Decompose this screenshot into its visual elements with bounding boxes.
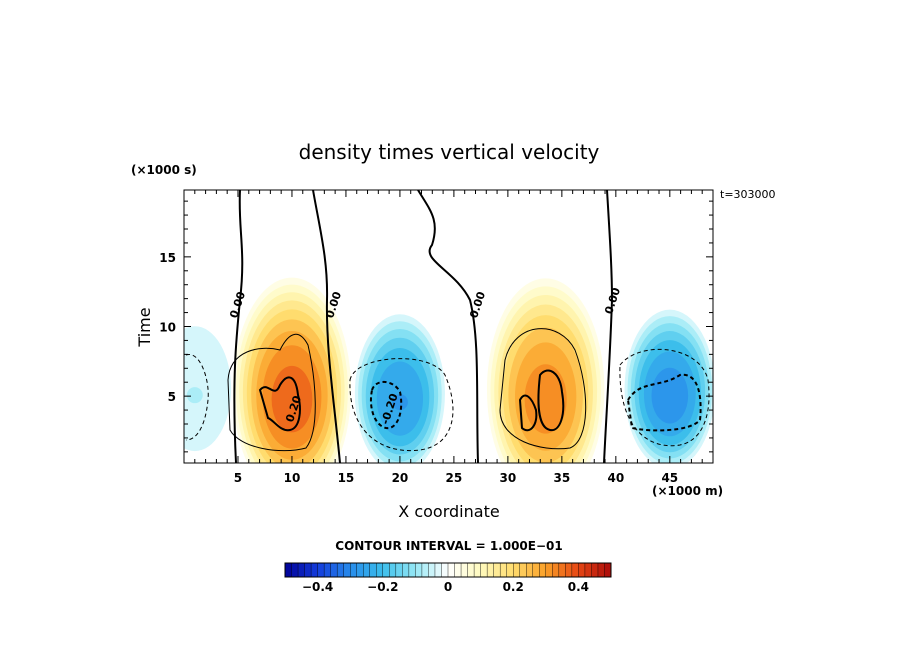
- colorbar-cell: [447, 562, 456, 578]
- field-level-4: [186, 387, 203, 404]
- colorbar-cell: [330, 562, 338, 578]
- field-level-3: [651, 367, 689, 424]
- colorbar-cell: [571, 562, 579, 578]
- colorbar-cell: [584, 562, 592, 578]
- colorbar-cell: [415, 562, 423, 578]
- y-tick-label: 10: [159, 321, 176, 335]
- y-axis-label: Time: [135, 307, 154, 347]
- colorbar-cell: [408, 562, 416, 578]
- x-tick-label: 5: [234, 471, 242, 485]
- colorbar-cell: [363, 562, 371, 578]
- neg-contour-2: [185, 354, 209, 441]
- zero-contour-3: [603, 190, 614, 463]
- colorbar-cell: [539, 562, 547, 578]
- neg-contour-1: [619, 348, 710, 447]
- axis-ticks: 5 10 15 20 25 30 35 40 45 5 10 15: [159, 190, 714, 485]
- colorbar-tick-label: 0.4: [568, 580, 589, 594]
- colorbar-tick-label: −0.4: [302, 580, 333, 594]
- x-tick-label: 20: [392, 471, 409, 485]
- colorbar-cell: [395, 562, 403, 578]
- colorbar-cell: [552, 562, 560, 578]
- colorbar-cell: [350, 562, 358, 578]
- colorbar-cell: [369, 562, 377, 578]
- colorbar-cell: [304, 562, 312, 578]
- colorbar-cell: [526, 562, 534, 578]
- contour-lines: [185, 190, 710, 463]
- neg-contour-0: [349, 358, 454, 452]
- chart-title: density times vertical velocity: [299, 140, 600, 164]
- colorbar-cell: [545, 562, 553, 578]
- colorbar-cell: [297, 562, 306, 578]
- colorbar-cell: [291, 562, 299, 578]
- colorbar-tick-label: 0: [444, 580, 452, 594]
- field-level-1: [524, 364, 567, 434]
- x-tick-label: 30: [500, 471, 517, 485]
- y-unit-label: (×1000 s): [131, 163, 197, 177]
- colorbar-cell: [317, 562, 325, 578]
- zero-contour-1: [312, 190, 341, 463]
- colorbar-cell: [604, 562, 612, 578]
- pos-contour-0: [258, 376, 301, 432]
- zero-contour-0: [233, 190, 244, 463]
- colorbar-cell: [402, 562, 410, 578]
- time-stamp: t=303000: [720, 188, 776, 201]
- zero-contour-2: [417, 190, 479, 463]
- colorbar-cell: [441, 562, 449, 578]
- colorbar-cell: [467, 562, 475, 578]
- colorbar-cell: [499, 562, 508, 578]
- pos-thin-contour-1: [499, 328, 587, 450]
- colorbar-cell: [284, 562, 293, 578]
- colorbar-cell: [389, 562, 397, 578]
- colorbar-cell: [480, 562, 488, 578]
- pos-thin-contour-0: [227, 333, 316, 452]
- pos-contour-2: [537, 369, 565, 432]
- colorbar-cell: [356, 562, 364, 578]
- colorbar-cell: [336, 562, 345, 578]
- x-axis-label: X coordinate: [398, 502, 499, 521]
- contour-interval-note: CONTOUR INTERVAL = 1.000E−01: [335, 539, 562, 553]
- colorbar-cell: [376, 562, 384, 578]
- colorbar-tick-label: −0.2: [367, 580, 398, 594]
- plot-area: [184, 190, 713, 463]
- colorbar-cell: [454, 562, 462, 578]
- colorbar-cell: [434, 562, 442, 578]
- x-tick-label: 45: [661, 471, 678, 485]
- colorbar-cell: [506, 562, 514, 578]
- colorbar-cell: [513, 562, 521, 578]
- x-tick-label: 40: [607, 471, 624, 485]
- y-tick-label: 15: [159, 251, 176, 265]
- x-tick-label: 35: [554, 471, 571, 485]
- y-tick-label: 5: [168, 390, 176, 404]
- x-tick-label: 15: [338, 471, 355, 485]
- colorbar-cell: [428, 562, 436, 578]
- field-level-2: [391, 394, 408, 411]
- colorbar-cell: [421, 562, 429, 578]
- colorbar-cell: [532, 562, 540, 578]
- colorbar-frame: [284, 562, 612, 578]
- x-tick-label: 25: [446, 471, 463, 485]
- colorbar-cell: [519, 562, 527, 578]
- colorbar-cell: [460, 562, 469, 578]
- pos-contour-1: [518, 394, 538, 432]
- neg-strong-contour-0: [370, 381, 403, 430]
- colorbar-cell: [310, 562, 319, 578]
- x-tick-label: 10: [284, 471, 301, 485]
- colorbar-cell: [323, 562, 332, 578]
- x-unit-label: (×1000 m): [652, 484, 723, 498]
- colorbar-tick-label: 0.2: [503, 580, 524, 594]
- colorbar-cell: [578, 562, 586, 578]
- colorbar-cell: [558, 562, 566, 578]
- colorbar-cell: [343, 562, 351, 578]
- neg-strong-contour-1: [626, 373, 702, 432]
- colorbar: −0.4 −0.2 0 0.2 0.4: [284, 562, 612, 594]
- colorbar-cell: [591, 562, 599, 578]
- colorbar-cell: [597, 562, 605, 578]
- colorbar-cell: [486, 562, 495, 578]
- colorbar-cell: [493, 562, 501, 578]
- colorbar-cell: [382, 562, 390, 578]
- colorbar-cell: [473, 562, 482, 578]
- colorbar-cell: [565, 562, 573, 578]
